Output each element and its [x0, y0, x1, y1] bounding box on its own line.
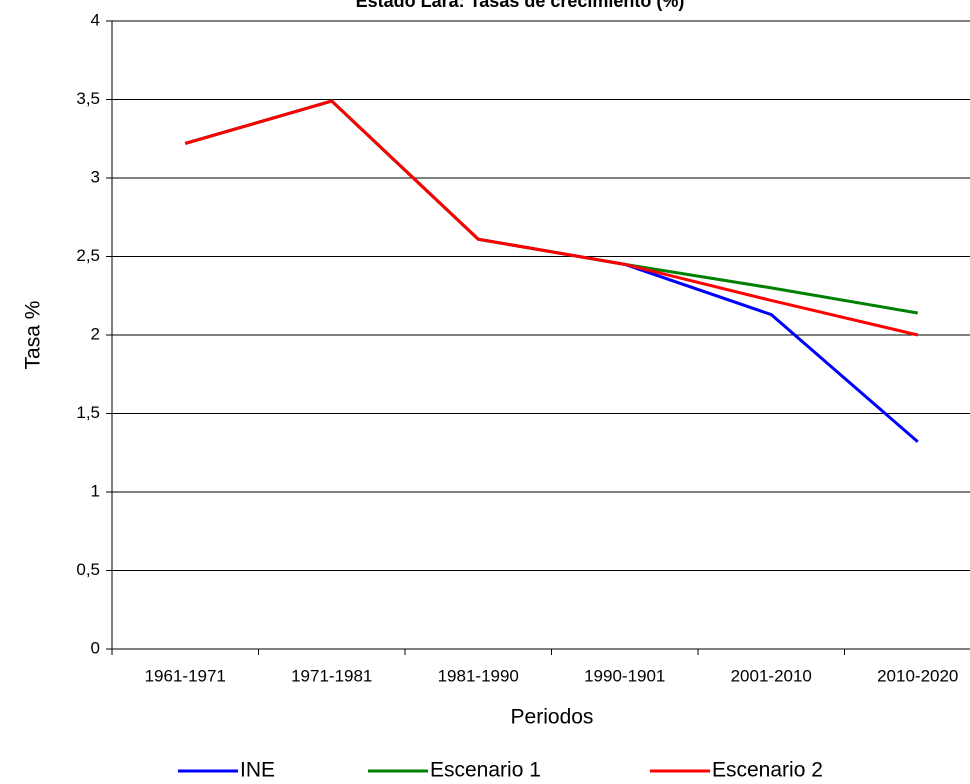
y-axis-label: Tasa %: [22, 301, 45, 370]
legend-label: Escenario 2: [712, 759, 823, 782]
x-axis-label: Periodos: [511, 706, 594, 729]
y-tick-label: 4: [91, 10, 100, 29]
legend-label: Escenario 1: [430, 759, 541, 782]
y-tick-label: 2,5: [76, 246, 100, 265]
y-tick-label: 1,5: [76, 403, 100, 422]
x-tick-label: 1961-1971: [145, 666, 226, 685]
y-tick-label: 3: [91, 167, 100, 186]
x-tick-label: 2001-2010: [731, 666, 812, 685]
data-line: [184, 99, 919, 443]
legend-label: INE: [240, 759, 275, 782]
chart-title: Estado Lara: Tasas de crecimiento (%): [356, 0, 685, 11]
data-line: [184, 99, 919, 337]
x-tick-label: 1971-1981: [291, 666, 372, 685]
x-tick-label: 1990-1901: [584, 666, 665, 685]
y-tick-label: 0,5: [76, 560, 100, 579]
y-tick-label: 1: [91, 481, 100, 500]
y-tick-label: 3,5: [76, 89, 100, 108]
y-tick-label: 2: [91, 324, 100, 343]
x-tick-label: 1981-1990: [438, 666, 519, 685]
x-tick-label: 2010-2020: [877, 666, 958, 685]
y-tick-label: 0: [91, 638, 100, 657]
data-line: [184, 99, 919, 315]
